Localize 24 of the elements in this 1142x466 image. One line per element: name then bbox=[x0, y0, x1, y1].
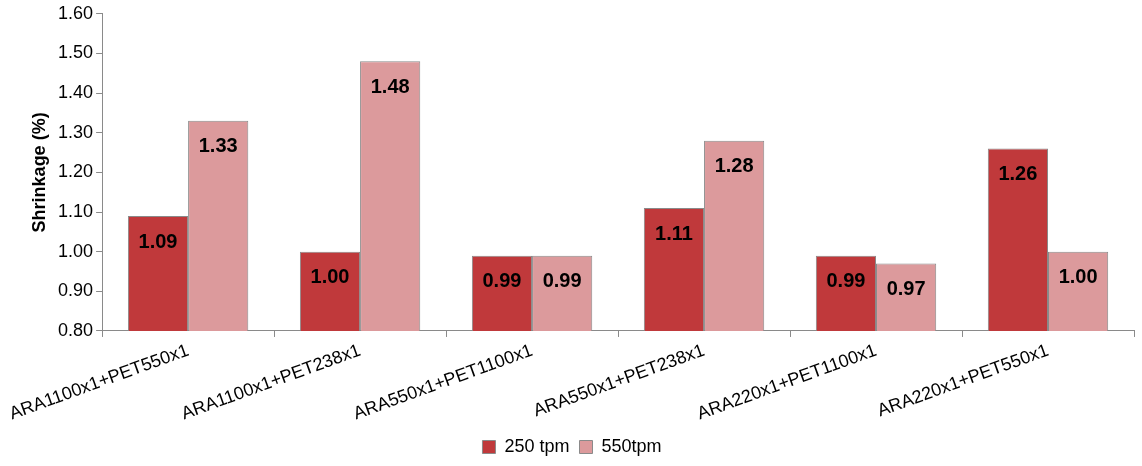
data-label: 0.99 bbox=[542, 269, 582, 292]
y-tick-label: 1.60 bbox=[58, 2, 94, 23]
data-label: 1.48 bbox=[370, 74, 410, 97]
y-tick-label: 0.80 bbox=[58, 319, 94, 340]
data-label: 1.00 bbox=[1058, 265, 1098, 288]
data-label: 1.33 bbox=[198, 134, 238, 157]
legend-label: 250 tpm bbox=[504, 435, 570, 456]
y-tick-label: 1.00 bbox=[58, 240, 94, 261]
y-tick-label: 1.50 bbox=[58, 42, 94, 63]
y-tick-label: 1.40 bbox=[58, 82, 94, 103]
y-axis-title: Shrinkage (%) bbox=[29, 112, 50, 233]
legend-label: 550tpm bbox=[601, 435, 662, 456]
data-label: 1.28 bbox=[714, 154, 754, 177]
y-tick-label: 1.10 bbox=[58, 200, 94, 221]
y-tick-label: 0.90 bbox=[58, 280, 94, 301]
data-label: 1.11 bbox=[655, 221, 693, 244]
data-label: 1.26 bbox=[998, 162, 1038, 185]
y-tick-label: 1.30 bbox=[58, 121, 94, 142]
data-label: 0.97 bbox=[886, 277, 926, 300]
data-label: 0.99 bbox=[826, 269, 866, 292]
y-tick-label: 1.20 bbox=[58, 161, 94, 182]
data-label: 0.99 bbox=[482, 269, 522, 292]
data-label: 1.09 bbox=[138, 229, 178, 252]
data-label: 1.00 bbox=[310, 265, 350, 288]
